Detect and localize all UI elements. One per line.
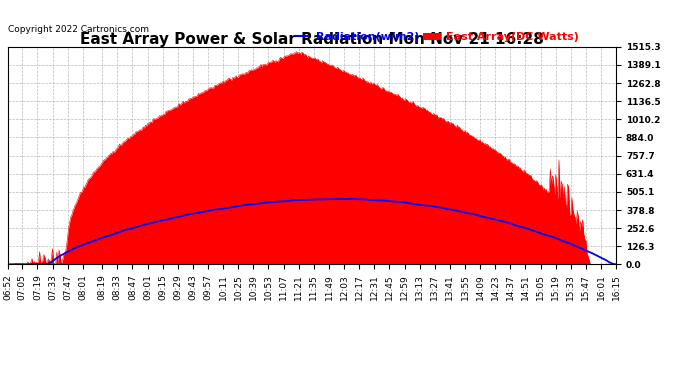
Title: East Array Power & Solar Radiation Mon Nov 21 16:28: East Array Power & Solar Radiation Mon N… bbox=[80, 32, 544, 47]
Text: Copyright 2022 Cartronics.com: Copyright 2022 Cartronics.com bbox=[8, 25, 149, 34]
Legend: Radiation(w/m2), East Array(DC Watts): Radiation(w/m2), East Array(DC Watts) bbox=[291, 27, 583, 46]
